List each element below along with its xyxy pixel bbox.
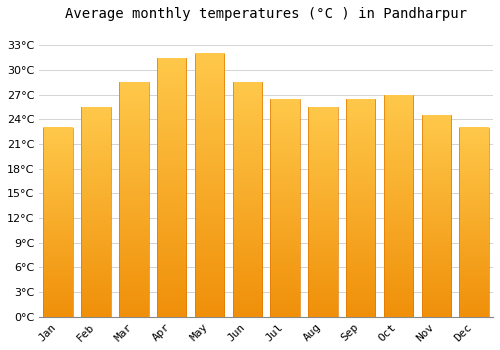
Title: Average monthly temperatures (°C ) in Pandharpur: Average monthly temperatures (°C ) in Pa… <box>65 7 467 21</box>
